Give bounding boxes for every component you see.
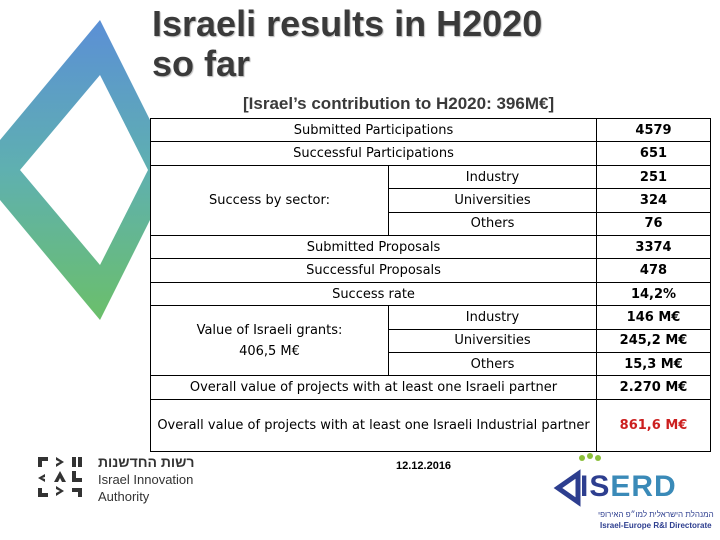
overall-partner-value: 2.270 M€ [596,375,711,400]
iia-name-line-1: Israel Innovation [98,472,194,487]
grants-label-line-1: Value of Israeli grants: [196,322,343,338]
slide-date: 12.12.2016 [396,460,452,472]
grants-label-line-2: 406,5 M€ [239,343,300,359]
table-row: Others 15,3 M€ [151,352,711,377]
iserd-logo: ISERD המנהלת הישראלית למו״פ האירופי Isra… [548,452,714,536]
table-row: Overall value of projects with at least … [150,375,711,400]
sector-universities-label: Universities [388,188,597,213]
table-row: Successful Proposals 478 [150,258,711,283]
success-rate-value: 14,2% [596,281,711,307]
success-rate-label: Success rate [150,281,597,307]
successful-proposals-value: 478 [596,258,711,283]
iserd-hebrew-name: המנהלת הישראלית למו״פ האירופי [598,510,714,519]
iserd-wordmark-part-1: IS [580,470,611,503]
iserd-emblem-icon [553,453,601,507]
iia-logo-icon [38,457,82,497]
iia-logo-text: רשות החדשנות Israel Innovation Authority [98,454,195,505]
overall-industrial-label: Overall value of projects with at least … [150,399,597,452]
successful-proposals-label: Successful Proposals [150,258,597,283]
iserd-english-name: Israel-Europe R&I Directorate [600,521,712,530]
table-row: Submitted Proposals 3374 [150,235,711,260]
table-row: Success rate 14,2% [150,281,711,307]
successful-participations-value: 651 [596,141,711,166]
sector-universities-value: 324 [596,188,711,213]
grants-industry-value: 146 M€ [596,305,711,330]
grants-others-value: 15,3 M€ [596,352,711,377]
submitted-participations-value: 4579 [596,117,711,143]
grants-label: Value of Israeli grants: 406,5 M€ [150,305,389,377]
title-line-2: so far [152,43,251,84]
grants-universities-value: 245,2 M€ [596,328,711,354]
iia-hebrew-name: רשות החדשנות [98,454,195,470]
table-row: Overall value of projects with at least … [150,399,711,452]
table-row: Submitted Participations 4579 [150,117,711,143]
table-row: Success by sector: Industry 251 [150,164,711,237]
sector-industry-label: Industry [388,164,597,190]
table-row: Universities 324 [151,188,711,213]
table-row: Successful Participations 651 [150,141,711,166]
overall-partner-label: Overall value of projects with at least … [150,375,597,400]
grants-others-label: Others [388,352,597,377]
successful-participations-label: Successful Participations [150,141,597,166]
page-title: Israeli results in H2020 so far [152,4,542,84]
grants-industry-label: Industry [388,305,597,330]
table-row: Value of Israeli grants: 406,5 M€ Indust… [150,305,711,377]
iserd-wordmark: ISERD [580,470,677,504]
sector-others-label: Others [388,211,597,237]
iserd-wordmark-part-2: ERD [610,470,677,503]
page-subtitle: [Israel’s contribution to H2020: 396M€] [243,94,555,113]
iia-name-line-2: Authority [98,489,150,504]
overall-industrial-value: 861,6 M€ [596,399,711,452]
sector-industry-value: 251 [596,164,711,190]
grants-universities-label: Universities [388,328,597,354]
submitted-proposals-value: 3374 [596,235,711,260]
submitted-participations-label: Submitted Participations [150,117,597,143]
title-line-1: Israeli results in H2020 [152,3,543,44]
sector-others-value: 76 [596,211,711,237]
decorative-diamond [0,20,170,320]
results-table: Submitted Participations 4579 Successful… [150,117,711,452]
submitted-proposals-label: Submitted Proposals [150,235,597,260]
success-by-sector-label: Success by sector: [150,164,389,237]
table-row: Universities 245,2 M€ [151,328,711,354]
table-row: Others 76 [151,211,711,237]
